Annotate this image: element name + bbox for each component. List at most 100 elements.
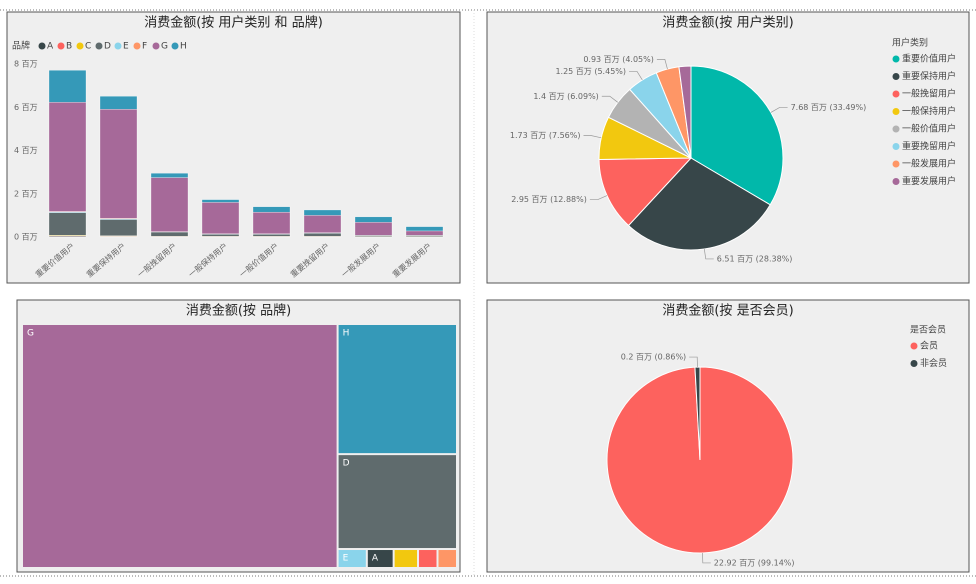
- legend-title: 用户类别: [892, 37, 928, 49]
- leader-line: [589, 195, 608, 200]
- legend-label: F: [142, 42, 147, 52]
- legend-label: 一般挽留用户: [902, 88, 956, 100]
- data-label: 1.4 百万 (6.09%): [533, 92, 598, 101]
- bar-segment: [405, 235, 444, 237]
- y-tick-label: 6 百万: [14, 103, 38, 112]
- legend-dot: [114, 42, 122, 50]
- data-label: 2.95 百万 (12.88%): [511, 195, 587, 204]
- legend-title: 品牌: [12, 40, 30, 52]
- bar-segment: [354, 216, 393, 223]
- data-label: 7.68 百万 (33.49%): [791, 103, 867, 112]
- tile-label: D: [343, 459, 350, 469]
- bar-segment: [150, 231, 189, 237]
- legend-label: 非会员: [920, 357, 947, 369]
- leader-line: [601, 95, 618, 103]
- bar-segment: [201, 202, 240, 234]
- legend-label: A: [47, 42, 54, 52]
- treemap-tile: [367, 550, 393, 567]
- leader-line: [656, 59, 668, 70]
- bar-segment: [99, 96, 138, 110]
- legend-dot: [38, 42, 46, 50]
- legend-label: G: [161, 42, 168, 52]
- chart-title: 消费金额(按 用户类别 和 品牌): [144, 15, 323, 31]
- tile-label: A: [372, 554, 379, 564]
- legend-label: C: [85, 42, 91, 52]
- legend-label: 重要发展用户: [902, 175, 956, 187]
- pie-slice: [690, 65, 784, 206]
- legend-dot: [95, 42, 103, 50]
- leader-line: [770, 107, 788, 113]
- bar-segment: [150, 177, 189, 232]
- leader-line: [629, 71, 643, 81]
- treemap-tile: [23, 325, 337, 567]
- legend-title: 是否会员: [910, 324, 946, 336]
- bar-segment: [252, 211, 291, 234]
- bar-segment: [303, 215, 342, 233]
- legend-dot: [910, 342, 918, 350]
- chart-title: 消费金额(按 用户类别): [662, 15, 793, 31]
- legend-label: 重要挽留用户: [902, 140, 956, 152]
- legend-label: D: [104, 42, 111, 52]
- legend-dot: [892, 55, 900, 63]
- leader-line: [583, 135, 602, 139]
- leader-line: [689, 356, 698, 368]
- chart-title: 消费金额(按 是否会员): [662, 303, 793, 319]
- leader-line: [703, 248, 714, 260]
- legend-label: 一般保持用户: [902, 105, 956, 117]
- bar-segment: [99, 219, 138, 236]
- legend-dot: [892, 90, 900, 98]
- treemap-tile: [419, 550, 437, 567]
- legend-label: 重要保持用户: [902, 70, 956, 82]
- legend-dot: [892, 143, 900, 150]
- legend-label: H: [180, 42, 187, 52]
- legend-dot: [892, 73, 900, 80]
- bar-segment: [252, 234, 291, 237]
- leader-line: [702, 552, 711, 564]
- bar-segment: [150, 173, 189, 178]
- bar-segment: [303, 232, 342, 237]
- bar-segment: [48, 70, 87, 103]
- data-label: 0.93 百万 (4.05%): [583, 55, 654, 64]
- legend-label: 重要价值用户: [902, 53, 956, 65]
- legend-dot: [152, 42, 160, 50]
- legend-dot: [910, 360, 918, 367]
- treemap-tile: [338, 455, 456, 549]
- legend-label: E: [123, 42, 129, 52]
- bar-segment: [201, 234, 240, 237]
- treemap-tile: [438, 550, 456, 567]
- legend-label: 一般价值用户: [902, 123, 956, 135]
- data-label: 0.2 百万 (0.86%): [621, 353, 686, 362]
- legend-label: 会员: [920, 340, 938, 352]
- bar-segment: [48, 102, 87, 212]
- bar-segment: [354, 235, 393, 237]
- legend-dot: [892, 178, 900, 185]
- treemap-tile: [338, 325, 456, 454]
- data-label: 1.73 百万 (7.56%): [510, 131, 581, 140]
- bar-segment: [405, 226, 444, 232]
- legend-dot: [892, 108, 900, 115]
- legend-dot: [892, 160, 900, 168]
- tile-label: H: [343, 329, 350, 339]
- tile-label: E: [343, 554, 349, 564]
- data-label: 1.25 百万 (5.45%): [555, 67, 626, 76]
- legend-dot: [57, 42, 65, 50]
- legend-dot: [171, 42, 179, 50]
- bar-segment: [405, 230, 444, 236]
- bar-segment: [303, 209, 342, 216]
- bar-segment: [99, 109, 138, 219]
- treemap-tile: [394, 550, 418, 567]
- legend-dot: [133, 42, 141, 50]
- legend-dot: [892, 125, 900, 133]
- y-tick-label: 2 百万: [14, 189, 38, 198]
- data-label: 6.51 百万 (28.38%): [717, 254, 793, 263]
- bar-segment: [48, 212, 87, 236]
- bar-segment: [201, 199, 240, 203]
- y-tick-label: 8 百万: [14, 60, 38, 69]
- chart-title: 消费金额(按 品牌): [186, 303, 291, 319]
- y-tick-label: 0 百万: [14, 233, 38, 242]
- pie-slice: [678, 65, 692, 159]
- legend-dot: [76, 42, 84, 50]
- y-tick-label: 4 百万: [14, 146, 38, 155]
